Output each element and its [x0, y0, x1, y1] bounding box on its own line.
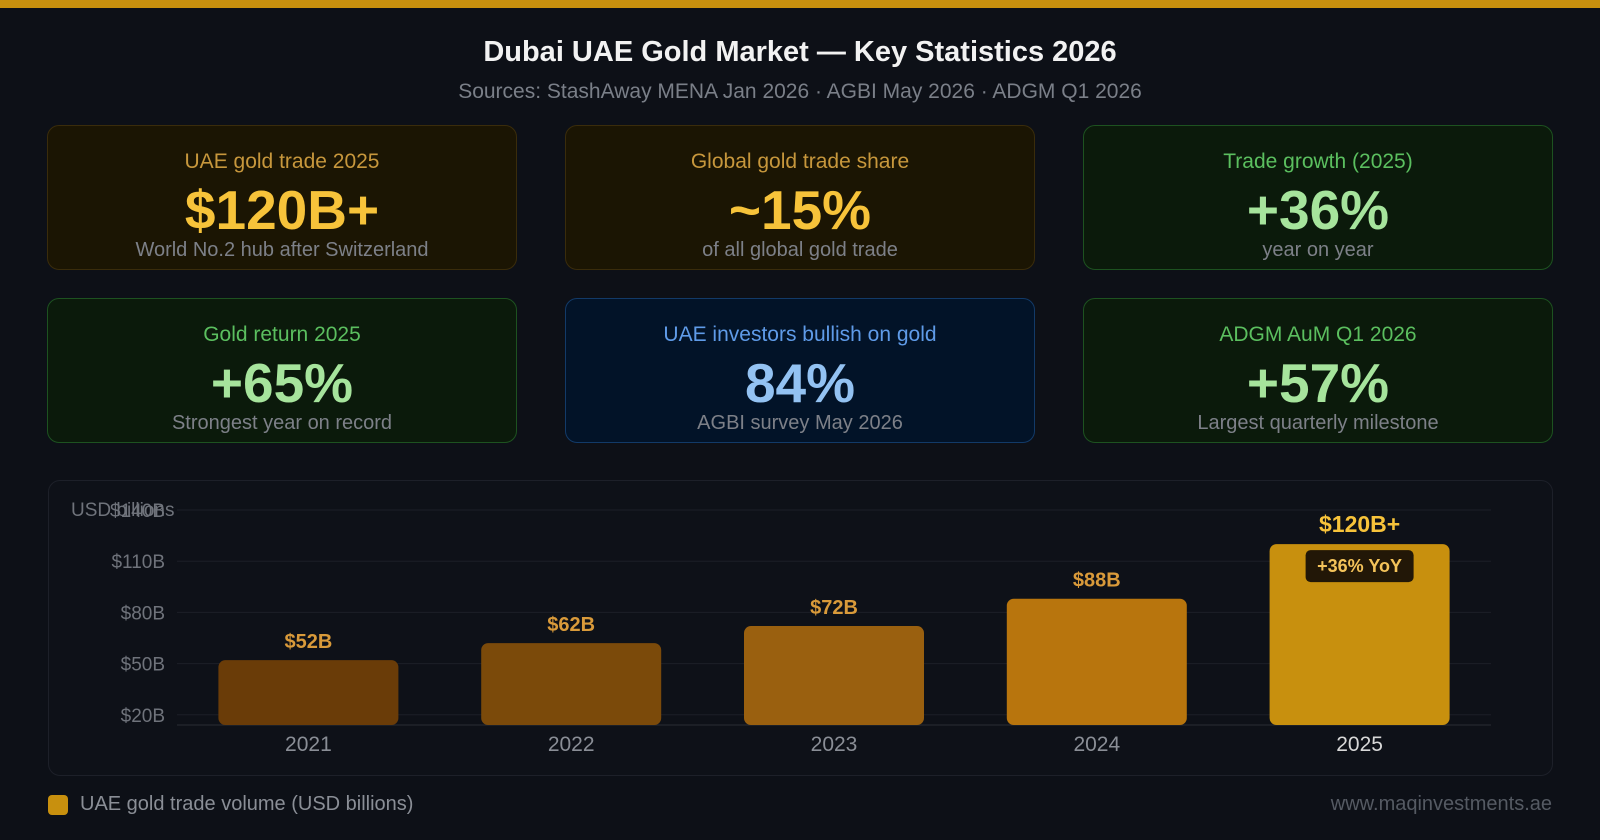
data-label: $120B+	[1319, 511, 1400, 537]
data-label: $88B	[1073, 570, 1121, 592]
stat-card-note: year on year	[1262, 239, 1374, 261]
stat-card-label: Trade growth (2025)	[1223, 150, 1413, 173]
bar-2022	[481, 643, 662, 725]
stat-card-label: UAE gold trade 2025	[184, 150, 380, 173]
chart-legend: UAE gold trade volume (USD billions)	[48, 793, 413, 816]
stat-card-note: of all global gold trade	[702, 239, 898, 261]
footer-website: www.maqinvestments.ae	[1330, 793, 1552, 815]
legend-swatch	[48, 794, 68, 815]
data-label: $62B	[547, 614, 595, 636]
bar-2024	[1006, 598, 1187, 725]
bar-2021	[218, 660, 399, 725]
stat-card-value: ~15%	[728, 179, 872, 241]
stat-card-value: +57%	[1246, 352, 1390, 414]
stat-card-trade-growth: Trade growth (2025) +36% year on year	[1083, 125, 1553, 270]
x-tick-label: 2025	[1336, 733, 1383, 756]
stat-card-value: +36%	[1246, 179, 1390, 241]
y-tick-label: $140B	[110, 501, 165, 522]
stat-card-label: UAE investors bullish on gold	[663, 323, 937, 346]
stat-card-label: ADGM AuM Q1 2026	[1219, 323, 1417, 346]
bar-2025	[1269, 544, 1450, 725]
stat-card-adgm-aum: ADGM AuM Q1 2026 +57% Largest quarterly …	[1083, 298, 1553, 443]
x-tick-label: 2023	[811, 733, 858, 756]
y-tick-label: $80B	[121, 603, 165, 624]
y-tick-label: $50B	[121, 655, 165, 676]
stat-card-note: AGBI survey May 2026	[697, 412, 903, 434]
legend-label: UAE gold trade volume (USD billions)	[80, 793, 414, 815]
x-tick-label: 2024	[1073, 733, 1120, 756]
y-tick-label: $110B	[111, 552, 165, 573]
stat-card-label: Gold return 2025	[203, 323, 361, 346]
stat-card-value: 84%	[744, 352, 856, 414]
stat-card-gold-return: Gold return 2025 +65% Strongest year on …	[47, 298, 517, 443]
yoy-badge-label: +36% YoY	[1317, 556, 1402, 576]
stat-card-note: Strongest year on record	[171, 412, 393, 434]
y-axis-label: USD billions	[71, 500, 174, 521]
stat-card-value: $120B+	[184, 179, 380, 241]
stat-card-value: +65%	[210, 352, 354, 414]
page-title: Dubai UAE Gold Market — Key Statistics 2…	[483, 36, 1117, 68]
bar-2023	[744, 626, 924, 725]
stat-card-uae-gold-trade: UAE gold trade 2025 $120B+ World No.2 hu…	[47, 125, 517, 270]
x-tick-label: 2022	[548, 733, 595, 756]
x-tick-label: 2021	[285, 733, 332, 756]
stat-card-label: Global gold trade share	[690, 150, 910, 173]
stat-card-global-share: Global gold trade share ~15% of all glob…	[565, 125, 1035, 270]
chart-panel: $20B $50B $80B $110B $140B USD billions $52B 20…	[48, 480, 1553, 776]
top-accent-bar	[0, 0, 1600, 8]
stat-card-note: World No.2 hub after Switzerland	[135, 239, 429, 261]
yoy-badge	[1305, 550, 1414, 583]
stat-card-note: Largest quarterly milestone	[1197, 412, 1439, 434]
y-tick-label: $20B	[121, 706, 165, 727]
data-label: $52B	[284, 631, 332, 653]
data-label: $72B	[810, 597, 858, 619]
page-subtitle: Sources: StashAway MENA Jan 2026 · AGBI …	[458, 80, 1142, 103]
stat-card-investors-bullish: UAE investors bullish on gold 84% AGBI s…	[565, 298, 1035, 443]
